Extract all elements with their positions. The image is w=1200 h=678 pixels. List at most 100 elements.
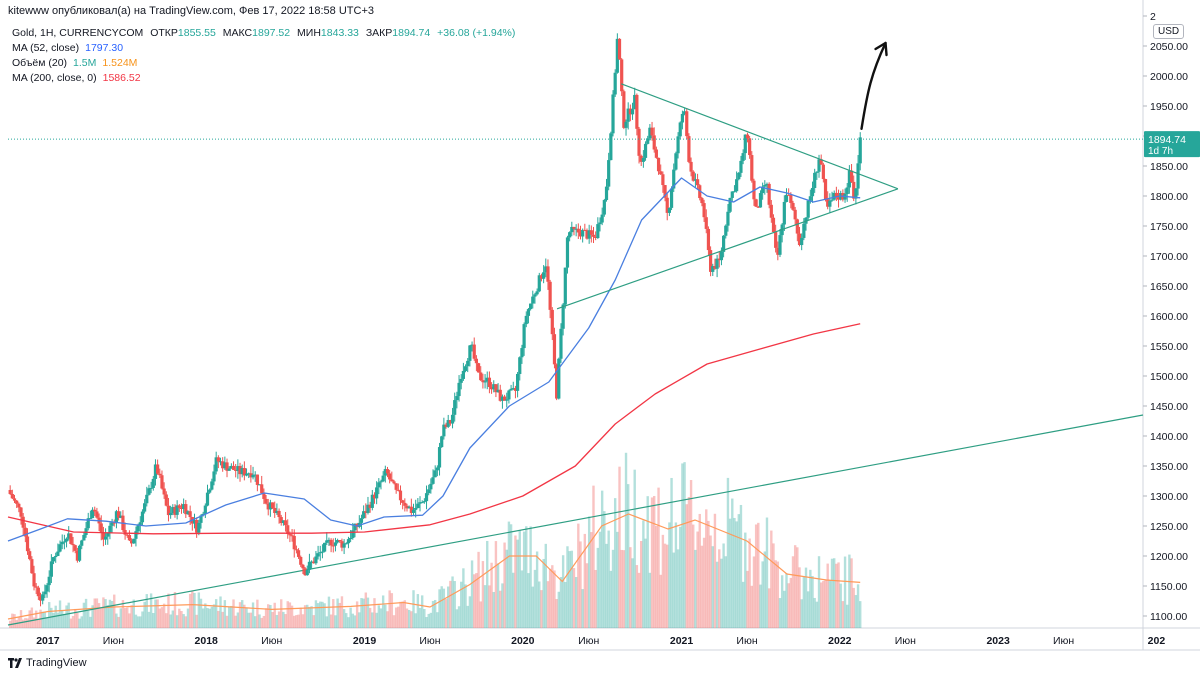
volume-bar bbox=[722, 543, 725, 628]
volume-bar bbox=[28, 610, 31, 628]
candle-body bbox=[763, 185, 767, 187]
candle-body bbox=[789, 195, 793, 203]
volume-bar bbox=[30, 607, 34, 628]
volume-bar bbox=[711, 546, 714, 628]
candle-body bbox=[279, 517, 283, 524]
volume-bar bbox=[841, 601, 845, 628]
candle-body bbox=[368, 504, 372, 508]
volume-bar bbox=[583, 533, 587, 628]
volume-bar bbox=[501, 583, 504, 628]
candle-body bbox=[496, 389, 500, 393]
candle-body bbox=[416, 503, 420, 508]
ma52-row[interactable]: MA (52, close) 1797.30 bbox=[12, 41, 515, 56]
candle-body bbox=[54, 555, 58, 558]
volume-row[interactable]: Объём (20) 1.5M 1.524M bbox=[12, 56, 515, 71]
candle-body bbox=[130, 540, 134, 544]
volume-bar bbox=[759, 584, 762, 628]
candle-body bbox=[25, 536, 30, 552]
candle-body bbox=[802, 223, 806, 238]
candle-body bbox=[84, 528, 88, 535]
volume-bar bbox=[306, 604, 309, 628]
triangle-lower-trendline bbox=[556, 188, 899, 310]
volume-bar bbox=[204, 603, 207, 628]
volume-bar bbox=[340, 596, 344, 628]
volume-bar bbox=[297, 614, 300, 628]
candle-body bbox=[555, 364, 559, 399]
volume-bar bbox=[288, 602, 292, 628]
candle-body bbox=[364, 511, 368, 513]
candle-body bbox=[594, 236, 598, 238]
candle-body bbox=[381, 475, 385, 482]
volume-bar bbox=[208, 608, 211, 628]
candle-body bbox=[483, 381, 487, 383]
candle-body bbox=[700, 198, 704, 204]
x-tick-label: Июн bbox=[261, 635, 282, 647]
candle-body bbox=[169, 513, 173, 516]
candle-body bbox=[77, 545, 82, 561]
candle-body bbox=[229, 465, 233, 469]
candle-body bbox=[637, 128, 641, 156]
volume-label: Объём (20) bbox=[12, 57, 68, 69]
volume-bar bbox=[165, 613, 168, 628]
candle-body bbox=[591, 234, 596, 237]
candle-body bbox=[498, 389, 502, 401]
candle-body bbox=[197, 522, 201, 533]
candle-body bbox=[82, 534, 86, 541]
candle-body bbox=[518, 357, 522, 374]
volume-bar bbox=[97, 603, 101, 628]
volume-bar bbox=[152, 613, 155, 628]
volume-bar bbox=[251, 602, 255, 628]
volume-bar bbox=[353, 615, 357, 628]
volume-bar bbox=[381, 595, 385, 628]
candle-body bbox=[149, 487, 153, 489]
volume-bar bbox=[158, 608, 161, 628]
candle-body bbox=[513, 388, 518, 391]
volume-bar bbox=[592, 485, 595, 628]
volume-bar bbox=[679, 526, 682, 628]
last-price-badge bbox=[1144, 131, 1200, 158]
candle-body bbox=[743, 134, 747, 154]
volume-bar bbox=[121, 600, 125, 628]
candle-body bbox=[474, 358, 478, 364]
symbol-label[interactable]: Gold, 1H, CURRENCYCOM bbox=[12, 27, 144, 39]
x-tick-label: Июн bbox=[419, 635, 440, 647]
candle-body bbox=[388, 473, 392, 480]
volume-bar bbox=[199, 598, 203, 628]
ma200-row[interactable]: MA (200, close, 0) 1586.52 bbox=[12, 71, 515, 86]
candle-body bbox=[502, 396, 507, 401]
volume-bar bbox=[351, 613, 354, 628]
volume-bar bbox=[234, 615, 237, 628]
currency-button[interactable]: USD bbox=[1153, 24, 1185, 39]
candle-body bbox=[114, 511, 119, 523]
candle-body bbox=[604, 186, 609, 201]
candle-body bbox=[127, 535, 132, 541]
candle-body bbox=[626, 108, 630, 122]
volume-bar bbox=[56, 612, 60, 628]
volume-bar bbox=[479, 601, 482, 628]
candle-body bbox=[290, 535, 294, 537]
change-value: +36.08 (+1.94%) bbox=[437, 27, 516, 39]
volume-bar bbox=[21, 619, 25, 628]
volume-bar bbox=[113, 594, 116, 628]
volume-bar bbox=[342, 609, 346, 628]
volume-bar bbox=[58, 600, 62, 628]
candle-body bbox=[609, 133, 613, 161]
volume-bar bbox=[653, 495, 656, 628]
volume-bar bbox=[852, 587, 855, 628]
volume-bar bbox=[585, 563, 589, 628]
candle-body bbox=[654, 149, 658, 158]
candle-body bbox=[86, 518, 90, 529]
candle-body bbox=[340, 541, 344, 548]
volume-bar bbox=[787, 583, 790, 628]
volume-bar bbox=[763, 551, 767, 628]
candle-body bbox=[600, 214, 604, 223]
volume-bar bbox=[715, 561, 719, 628]
volume-bar bbox=[371, 612, 374, 628]
volume-bar bbox=[809, 569, 812, 628]
volume-bar bbox=[221, 611, 224, 628]
candle-body bbox=[615, 38, 619, 73]
candle-body bbox=[21, 516, 25, 528]
volume-bar bbox=[295, 615, 298, 628]
candle-body bbox=[845, 187, 849, 194]
